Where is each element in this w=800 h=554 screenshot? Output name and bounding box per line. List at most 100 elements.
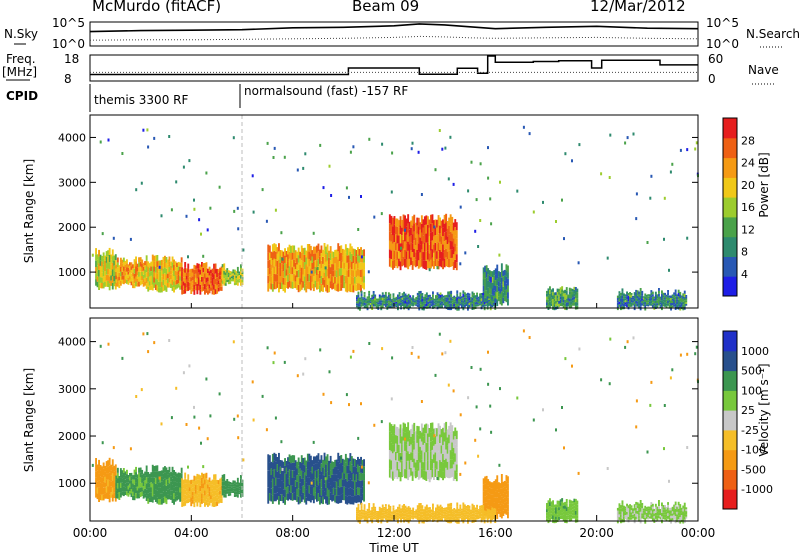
vel-cells-cell [407,514,410,518]
vel-cells-cell [401,516,404,519]
power-cells-cell [561,292,564,297]
vel-cells-cell [618,508,621,512]
power-cells-cell [99,277,102,283]
power-cells-cell [570,305,573,309]
vel-cells-cell [380,507,383,511]
power-cells-cell [190,273,193,278]
vel-cells-cell [322,474,324,482]
power-cells-cell [473,298,475,302]
power-cells-cell [436,258,438,267]
power-cells-cell [171,285,174,291]
power-cells-cell [96,270,99,277]
power-cells-cell [150,271,153,276]
power-cells-cell [359,297,361,300]
vel-cells-cell [130,489,133,493]
vel-cells-cell [164,484,166,491]
vel-cells-cell [119,468,122,473]
vel-cells-cell [434,468,437,477]
power-cells-cell [644,296,647,300]
vel-cells-cell [448,520,451,524]
power-cells-cell [400,298,402,301]
power-cells-cell [182,277,185,282]
vel-cells-cell [193,486,196,492]
vel-cells-cell [624,515,627,518]
vel-cells-cell [240,478,242,483]
power-cells-cell [427,306,430,309]
power-cells-cell [415,298,418,300]
vel-cells-cell [404,450,406,460]
power-cells-cell [176,284,178,289]
vel-cells-cell [454,509,457,512]
power-cells-cell [401,299,404,302]
vel-cells-cell [233,480,236,484]
power-cells-cell [425,297,428,301]
vel-cells-cell [491,488,494,495]
power-cells-cell [278,251,280,260]
power-cells-cell [671,305,674,308]
vel-cells-cell [391,511,393,514]
power-cells-cell [383,300,386,302]
vel-cells-cell [417,426,420,436]
power-cells-cell [404,296,407,299]
vel-cells-cell [309,494,312,503]
vel-cells-cell [360,516,363,520]
power-cells-cell [439,300,442,303]
vel-cells-cell [357,456,359,465]
power-cells-cell [354,283,356,291]
vel-cells-cell [271,495,274,504]
vel-cells-cell [194,485,197,490]
power-cells-cell [497,291,500,297]
power-cells-cell [420,258,423,267]
power-cells-echo [381,142,384,146]
power-cells-cell [571,294,574,298]
vel-cells-cell [319,489,321,498]
power-cells-cell [102,282,105,289]
power-cells-cell [409,303,412,306]
vel-cells-cell [676,516,679,520]
power-cells-cell [398,292,401,295]
power-cells-cell [456,290,459,294]
power-cells-cell [425,215,428,225]
power-cells-cell [135,271,137,277]
power-cells-cell [111,256,114,263]
power-cells-cell [328,285,330,293]
vel-cells-cell [467,508,469,512]
power-cells-cell [173,265,175,271]
power-cells-cell [491,288,494,295]
power-cells-echo [650,174,653,178]
vel-cells-cell [439,460,441,469]
vel-cells-cell [636,511,639,514]
vel-cells-cell [204,495,206,502]
vel-cells-cell [267,487,270,496]
vel-cells-cell [406,507,409,510]
vel-cells-cell [451,425,454,434]
vel-cells-cell [437,451,440,462]
power-cells-cell [316,253,318,261]
vel-cells-cell [325,464,327,473]
power-cells-cell [398,227,400,236]
power-cells-echo [434,168,437,172]
vel-cells-cell [182,501,185,507]
power-cells-cell [402,231,405,240]
vel-cells-cell [179,492,182,497]
power-cells-cell [445,213,448,223]
vel-cells-cell [416,442,419,452]
vel-cells-cell [426,460,429,470]
vel-cells-cell [444,516,447,519]
vel-cells-cell [668,514,671,518]
power-cells-cell [395,250,397,259]
vel-cells-cell [392,444,394,454]
vel-cells-cell [401,509,404,513]
vel-cells-cell [411,471,414,481]
power-cells-cell [445,299,448,302]
power-cells-echo [669,170,672,174]
power-cells-cell [453,306,456,309]
power-cells-cell [424,301,427,304]
vel-cells-echo [528,336,531,339]
power-cells-cell [484,278,487,285]
vel-cells-cell [571,500,574,504]
power-cells-cell [114,283,117,290]
vel-cells-cell [408,430,411,439]
vel-cells-cell [300,478,303,487]
vel-cells-cell [416,505,419,508]
